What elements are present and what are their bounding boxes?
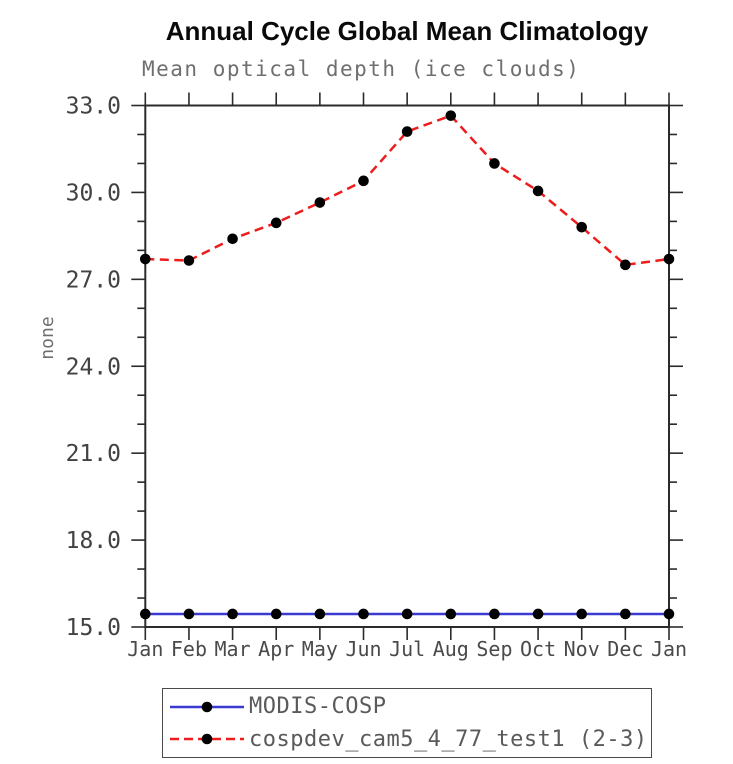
data-point-marker bbox=[489, 158, 500, 169]
legend-line-sample-solid bbox=[170, 701, 244, 712]
x-tick-label: Nov bbox=[564, 637, 600, 661]
data-point-marker bbox=[401, 608, 413, 620]
legend-row-cospdev: cospdev_cam5_4_77_test1 (2-3) bbox=[168, 724, 651, 754]
legend-row-modis-cosp: MODIS-COSP bbox=[168, 692, 651, 722]
x-tick-label: Aug bbox=[433, 637, 469, 661]
y-tick-label: 21.0 bbox=[66, 441, 121, 467]
data-point-marker bbox=[314, 197, 326, 208]
data-point-marker bbox=[140, 608, 151, 620]
data-point-marker bbox=[401, 126, 413, 137]
y-tick-label: 24.0 bbox=[66, 354, 121, 380]
legend-line-sample-dashed bbox=[170, 734, 244, 745]
data-point-marker bbox=[620, 608, 631, 620]
y-tick-label: 30.0 bbox=[66, 180, 121, 206]
y-tick-label: 18.0 bbox=[66, 528, 121, 554]
x-tick-label: Jan bbox=[651, 637, 687, 661]
legend-sample-marker-icon bbox=[201, 701, 213, 712]
x-tick-label: Dec bbox=[607, 637, 643, 661]
data-point-marker bbox=[445, 608, 457, 620]
y-tick-label: 15.0 bbox=[66, 615, 121, 641]
x-tick-label: Oct bbox=[520, 637, 556, 661]
y-tick-label: 33.0 bbox=[66, 94, 121, 120]
chart-title: Annual Cycle Global Mean Climatology bbox=[165, 16, 649, 46]
data-point-marker bbox=[532, 185, 544, 197]
data-point-marker bbox=[576, 608, 588, 620]
x-tick-label: Sep bbox=[476, 637, 512, 661]
x-tick-label: Jan bbox=[127, 637, 163, 661]
data-point-marker bbox=[532, 608, 544, 620]
data-point-marker bbox=[663, 608, 675, 620]
chart-subtitle: Mean optical depth (ice clouds) bbox=[142, 57, 581, 81]
legend-sample-marker-icon bbox=[201, 734, 213, 745]
x-tick-label: Feb bbox=[171, 637, 207, 661]
x-tick-label: Apr bbox=[258, 637, 294, 661]
data-point-marker bbox=[270, 217, 282, 229]
data-point-marker bbox=[663, 253, 675, 265]
data-point-marker bbox=[576, 221, 588, 233]
data-point-marker bbox=[227, 608, 238, 620]
legend-label: cospdev_cam5_4_77_test1 (2-3) bbox=[249, 726, 648, 752]
data-point-marker bbox=[358, 175, 369, 187]
data-point-marker bbox=[620, 259, 631, 271]
x-tick-label: Mar bbox=[215, 637, 251, 661]
data-point-marker bbox=[183, 608, 195, 620]
data-point-marker bbox=[227, 233, 238, 245]
x-tick-label: Jul bbox=[389, 637, 425, 661]
plot-border bbox=[144, 104, 671, 628]
data-point-marker bbox=[140, 253, 151, 265]
legend-label: MODIS-COSP bbox=[249, 694, 387, 720]
data-point-marker bbox=[270, 608, 282, 620]
x-tick-label: May bbox=[302, 637, 338, 661]
data-point-marker bbox=[358, 608, 369, 620]
data-point-marker bbox=[183, 255, 195, 266]
data-point-marker bbox=[445, 110, 457, 121]
data-point-marker bbox=[489, 608, 500, 620]
chart-legend: MODIS-COSP cospdev_cam5_4_77_test1 (2-3) bbox=[162, 688, 652, 758]
series-line bbox=[145, 114, 670, 267]
y-axis-title: none bbox=[37, 316, 58, 360]
data-point-marker bbox=[314, 608, 326, 620]
x-tick-label: Jun bbox=[345, 637, 381, 661]
y-tick-label: 27.0 bbox=[66, 267, 121, 293]
